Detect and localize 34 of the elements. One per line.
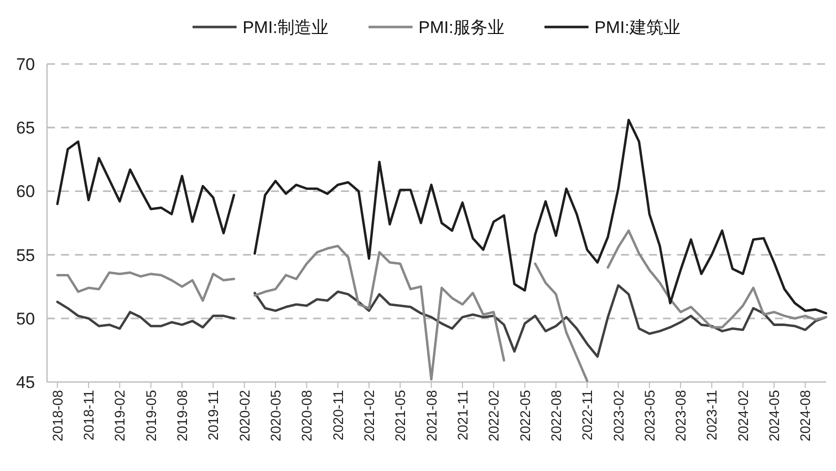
x-tick-label: 2022-02: [486, 390, 502, 442]
y-tick-label: 45: [16, 373, 35, 392]
x-tick-label: 2020-05: [268, 390, 284, 442]
y-tick-label: 60: [16, 182, 35, 202]
x-tick-label: 2019-02: [112, 390, 128, 442]
y-tick-label: 55: [16, 246, 35, 265]
x-tick-label: 2019-08: [174, 390, 190, 442]
x-tick-label: 2024-05: [766, 390, 782, 442]
x-tick-label: 2023-08: [672, 390, 689, 442]
x-tick-label: 2022-08: [548, 390, 564, 442]
legend-label: PMI:制造业: [242, 18, 329, 37]
x-tick-label: 2022-11: [579, 390, 596, 440]
y-tick-label: 70: [16, 55, 35, 74]
y-tick-label: 65: [16, 118, 35, 138]
x-tick-label: 2020-08: [298, 390, 315, 442]
x-tick-label: 2018-08: [49, 390, 66, 442]
x-tick-label: 2021-11: [454, 390, 470, 440]
x-tick-label: 2018-11: [80, 390, 97, 440]
x-tick-label: 2020-02: [236, 390, 252, 442]
x-tick-label: 2022-05: [516, 390, 533, 442]
x-tick-label: 2024-02: [734, 390, 751, 442]
x-tick-label: 2021-08: [423, 390, 440, 442]
x-tick-label: 2023-05: [641, 390, 658, 442]
y-tick-label: 50: [16, 309, 35, 328]
x-tick-label: 2021-05: [392, 390, 408, 442]
legend-label: PMI:服务业: [418, 18, 504, 37]
legend-label: PMI:建筑业: [594, 18, 680, 37]
x-tick-label: 2019-11: [205, 390, 222, 440]
x-tick-label: 2023-02: [610, 390, 626, 442]
x-tick-label: 2019-05: [142, 390, 159, 442]
x-tick-label: 2023-11: [704, 390, 720, 440]
x-tick-label: 2021-02: [360, 390, 377, 442]
x-tick-label: 2020-11: [330, 390, 346, 440]
x-tick-label: 2024-08: [797, 390, 814, 442]
